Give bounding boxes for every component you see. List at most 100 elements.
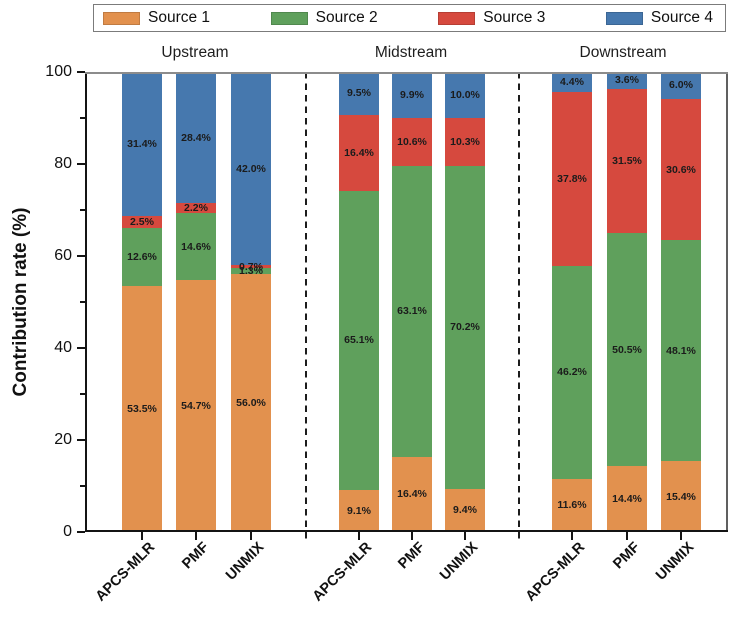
x-tick bbox=[141, 532, 143, 540]
x-tick-label: APCS-MLR bbox=[310, 539, 376, 605]
bar-segment-source-4 bbox=[661, 71, 701, 100]
segment-label: 53.5% bbox=[127, 402, 157, 415]
segment-label: 31.5% bbox=[612, 155, 642, 167]
plot-area: 53.5% 12.6% 2.5% 31.4% APCS-MLR 54.7% 14.6% 2.2… bbox=[45, 64, 728, 605]
x-tick-label: PMF bbox=[395, 539, 429, 573]
segment-label: 56.0% bbox=[236, 397, 266, 410]
segment-label: 4.4% bbox=[560, 76, 584, 89]
y-tick bbox=[80, 209, 85, 211]
bar-segment-source-1 bbox=[661, 461, 701, 532]
bar-segment-source-1 bbox=[552, 478, 592, 532]
legend-swatch-icon bbox=[103, 11, 140, 25]
segment-label: 9.1% bbox=[347, 505, 371, 518]
segment-label: 2.2% bbox=[184, 202, 208, 215]
legend-swatch-icon bbox=[605, 11, 643, 25]
x-tick bbox=[250, 532, 252, 540]
bar-segment-source-4 bbox=[176, 72, 216, 204]
bar-segment-source-4 bbox=[339, 71, 379, 116]
y-tick bbox=[77, 531, 85, 533]
group-title: Downstream bbox=[579, 44, 667, 61]
bar-segment-source-4 bbox=[607, 72, 647, 89]
legend-label: Source 2 bbox=[315, 9, 378, 27]
bar-segment-source-2 bbox=[122, 227, 162, 286]
bar-segment-source-2 bbox=[607, 233, 647, 466]
x-tick bbox=[626, 532, 628, 540]
segment-label: 9.9% bbox=[400, 88, 424, 101]
segment-label: 28.4% bbox=[181, 131, 211, 144]
plot-right-border bbox=[726, 72, 728, 532]
bar-segment-source-3 bbox=[231, 265, 271, 269]
plot-top-border bbox=[85, 72, 728, 74]
bar-segment-source-4 bbox=[231, 72, 271, 266]
x-tick bbox=[680, 532, 682, 540]
bar-segment-source-1 bbox=[607, 465, 647, 532]
segment-label: 10.3% bbox=[450, 136, 480, 149]
segment-label: 10.0% bbox=[450, 89, 480, 102]
y-tick bbox=[80, 301, 85, 303]
x-tick bbox=[358, 532, 360, 540]
segment-label: 2.5% bbox=[130, 216, 154, 229]
bar-segment-source-3 bbox=[607, 88, 647, 234]
y-tick bbox=[77, 71, 85, 73]
legend-swatch-icon bbox=[438, 11, 476, 25]
bar-segment-source-3 bbox=[339, 115, 379, 191]
y-tick bbox=[77, 439, 85, 441]
segment-label: 1.3% bbox=[239, 265, 263, 278]
bar-segment-source-3 bbox=[661, 99, 701, 240]
segment-label: 63.1% bbox=[397, 305, 427, 318]
legend-label: Source 3 bbox=[483, 9, 546, 27]
y-tick-label: 0 bbox=[63, 523, 72, 540]
legend-label: Source 1 bbox=[148, 9, 211, 27]
x-tick bbox=[411, 532, 413, 540]
bar-segment-source-2 bbox=[445, 165, 485, 489]
legend-item-source-3: Source 3 bbox=[438, 10, 545, 26]
bar-segment-source-2 bbox=[552, 266, 592, 479]
segment-label: 31.4% bbox=[127, 138, 157, 151]
x-tick-label: UNMIX bbox=[653, 539, 698, 584]
x-tick-label: UNMIX bbox=[437, 539, 482, 584]
y-tick bbox=[77, 255, 85, 257]
segment-label: 37.8% bbox=[557, 173, 587, 186]
bar-segment-source-1 bbox=[339, 490, 379, 532]
legend-item-source-4: Source 4 bbox=[605, 9, 713, 27]
segment-label: 6.0% bbox=[669, 79, 693, 92]
y-tick bbox=[80, 117, 85, 119]
group-title: Upstream bbox=[161, 44, 229, 61]
bar-segment-source-1 bbox=[176, 280, 216, 532]
segment-label: 12.6% bbox=[127, 250, 157, 263]
y-tick-label: 100 bbox=[45, 63, 72, 80]
segment-label: 0.7% bbox=[239, 260, 263, 273]
bar-segment-source-4 bbox=[392, 72, 432, 118]
segment-label: 9.5% bbox=[347, 87, 371, 100]
y-tick bbox=[80, 393, 85, 395]
bar-segment-source-2 bbox=[339, 190, 379, 491]
y-axis-title: Contribution rate (%) bbox=[10, 207, 31, 397]
bar-segment-source-2 bbox=[661, 239, 701, 462]
x-tick bbox=[195, 532, 197, 540]
bar-segment-source-3 bbox=[122, 216, 162, 228]
y-tick bbox=[80, 485, 85, 487]
segment-label: 50.5% bbox=[612, 343, 642, 356]
segment-label: 9.4% bbox=[453, 504, 477, 517]
bar-segment-source-4 bbox=[445, 72, 485, 119]
bar-segment-source-4 bbox=[122, 72, 162, 217]
bar-segment-source-4 bbox=[552, 72, 592, 93]
segment-label: 14.6% bbox=[181, 240, 211, 253]
segment-label: 48.1% bbox=[666, 344, 696, 357]
y-tick-label: 20 bbox=[54, 431, 72, 448]
segment-label: 16.4% bbox=[344, 146, 374, 159]
x-tick-label: UNMIX bbox=[223, 539, 268, 584]
y-tick bbox=[77, 163, 85, 165]
segment-label: 30.6% bbox=[666, 163, 696, 176]
legend-item-source-1: Source 1 bbox=[103, 10, 210, 26]
segment-label: 42.0% bbox=[236, 162, 266, 175]
segment-label: 70.2% bbox=[450, 321, 480, 334]
x-tick-label: PMF bbox=[179, 539, 213, 573]
segment-label: 46.2% bbox=[557, 366, 587, 379]
bar-segment-source-1 bbox=[231, 274, 271, 532]
legend-swatch-icon bbox=[270, 11, 308, 25]
legend-label: Source 4 bbox=[650, 9, 713, 27]
y-tick bbox=[77, 347, 85, 349]
segment-label: 11.6% bbox=[557, 499, 587, 512]
